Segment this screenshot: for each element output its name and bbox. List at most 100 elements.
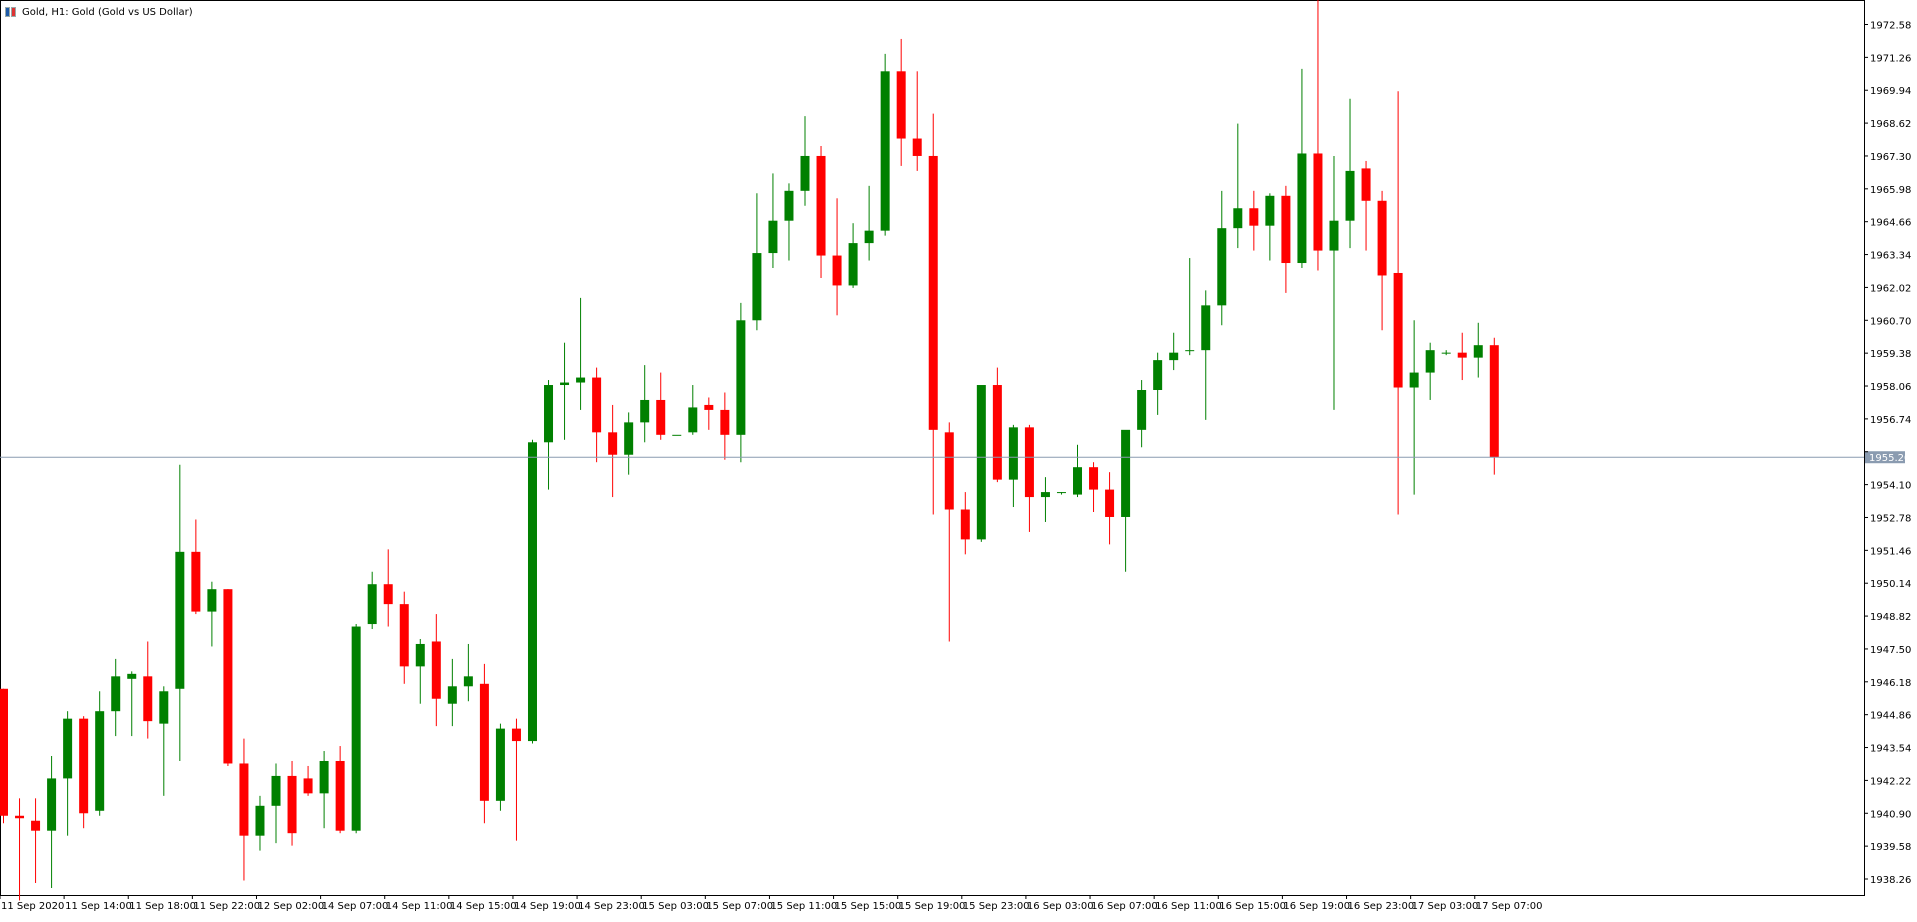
time-tick-label: 16 Sep 23:00 xyxy=(1348,901,1415,912)
candle xyxy=(399,591,409,684)
candle xyxy=(63,711,73,836)
time-tick: 11 Sep 22:00 xyxy=(191,895,260,912)
candle-body xyxy=(335,760,345,831)
time-tick-label: 15 Sep 07:00 xyxy=(706,901,773,912)
candle xyxy=(656,372,666,440)
candle xyxy=(367,571,377,630)
candle xyxy=(544,380,554,490)
candle xyxy=(960,492,970,555)
candle-body xyxy=(47,778,57,831)
candle xyxy=(672,434,682,436)
price-tick-label: 1964.66 xyxy=(1870,218,1911,229)
candle-body xyxy=(191,551,201,612)
candle-body xyxy=(1153,360,1163,391)
time-tick-label: 11 Sep 2020 xyxy=(1,901,64,912)
candle-body xyxy=(527,442,537,742)
time-tick: 15 Sep 03:00 xyxy=(640,895,709,912)
price-tick: 1938.26 xyxy=(1864,875,1911,886)
price-axis[interactable]: 1972.58 1971.26 1969.94 1968.62 1967.30 1965.… xyxy=(1864,21,1911,887)
candle-body xyxy=(592,377,602,433)
time-tick: 11 Sep 18:00 xyxy=(127,895,196,912)
price-tick-label: 1942.22 xyxy=(1870,776,1911,787)
price-tick: 1946.18 xyxy=(1864,678,1911,689)
price-tick-label: 1959.38 xyxy=(1870,349,1911,360)
candle-body xyxy=(319,760,329,794)
candle-body xyxy=(768,220,778,254)
candle xyxy=(1008,424,1018,508)
candle-body xyxy=(1345,170,1355,221)
price-tick: 1942.22 xyxy=(1864,776,1911,787)
candle xyxy=(816,146,826,278)
price-tick: 1971.26 xyxy=(1864,53,1911,64)
chart-window-icon[interactable] xyxy=(4,6,18,18)
chart-plot-border xyxy=(0,0,1865,896)
candle-body xyxy=(15,815,25,819)
chart-title: Gold, H1: Gold (Gold vs US Dollar) xyxy=(22,6,193,18)
candle-body xyxy=(1441,352,1451,354)
price-tick: 1958.06 xyxy=(1864,382,1911,393)
candle-body xyxy=(1249,208,1259,226)
price-tick: 1965.98 xyxy=(1864,185,1911,196)
bid-price-label: 1955.20 xyxy=(1869,453,1910,464)
time-tick-label: 17 Sep 07:00 xyxy=(1476,901,1543,912)
candle xyxy=(175,464,185,761)
candle xyxy=(527,439,537,744)
candle xyxy=(592,367,602,463)
price-tick-label: 1944.86 xyxy=(1870,711,1911,722)
candle xyxy=(720,392,730,460)
candle-body xyxy=(1361,168,1371,201)
time-tick: 15 Sep 07:00 xyxy=(704,895,773,912)
candle xyxy=(1489,337,1499,475)
candle xyxy=(800,116,810,206)
time-tick-label: 14 Sep 07:00 xyxy=(322,901,389,912)
candle-body xyxy=(752,253,762,321)
candle xyxy=(1329,155,1339,410)
candles-layer xyxy=(0,0,1499,901)
candle-body xyxy=(960,509,970,540)
price-tick-label: 1946.18 xyxy=(1870,678,1911,689)
candle-body xyxy=(720,409,730,435)
candle-body xyxy=(495,728,505,801)
time-tick: 14 Sep 11:00 xyxy=(384,895,452,912)
price-tick-label: 1969.94 xyxy=(1870,86,1911,97)
price-tick-label: 1971.26 xyxy=(1870,53,1911,64)
time-tick-label: 11 Sep 18:00 xyxy=(129,901,196,912)
time-tick-label: 16 Sep 03:00 xyxy=(1027,901,1094,912)
candle xyxy=(912,71,922,171)
candle-body xyxy=(1040,492,1050,498)
candle xyxy=(1040,477,1050,522)
price-tick-label: 1958.06 xyxy=(1870,382,1911,393)
time-tick-label: 11 Sep 22:00 xyxy=(193,901,260,912)
candle xyxy=(992,367,1002,483)
price-tick: 1943.54 xyxy=(1864,744,1911,755)
candle-body xyxy=(576,377,586,383)
time-tick: 16 Sep 11:00 xyxy=(1153,895,1222,912)
candle xyxy=(896,38,906,166)
candle-body xyxy=(511,728,521,742)
candle xyxy=(1457,332,1467,381)
candle-body xyxy=(800,155,810,191)
candle-body xyxy=(447,686,457,704)
price-tick: 1940.90 xyxy=(1864,809,1911,820)
candle-body xyxy=(1473,345,1483,358)
candle xyxy=(1201,290,1211,420)
candle-body xyxy=(1089,467,1099,490)
candle xyxy=(1105,472,1115,545)
price-tick: 1954.10 xyxy=(1864,481,1911,492)
candle-body xyxy=(271,775,281,806)
time-tick-label: 12 Sep 02:00 xyxy=(257,901,324,912)
candle-body xyxy=(992,385,1002,480)
price-tick: 1960.70 xyxy=(1864,316,1911,327)
price-tick-label: 1943.54 xyxy=(1870,744,1911,755)
time-tick-label: 16 Sep 07:00 xyxy=(1091,901,1158,912)
time-tick-label: 11 Sep 14:00 xyxy=(65,901,132,912)
candle-body xyxy=(1008,427,1018,480)
price-tick: 1944.86 xyxy=(1864,711,1911,722)
candle-body xyxy=(1393,272,1403,388)
candle-body xyxy=(848,243,858,286)
price-tick: 1948.82 xyxy=(1864,612,1911,623)
candle-body xyxy=(1137,390,1147,430)
